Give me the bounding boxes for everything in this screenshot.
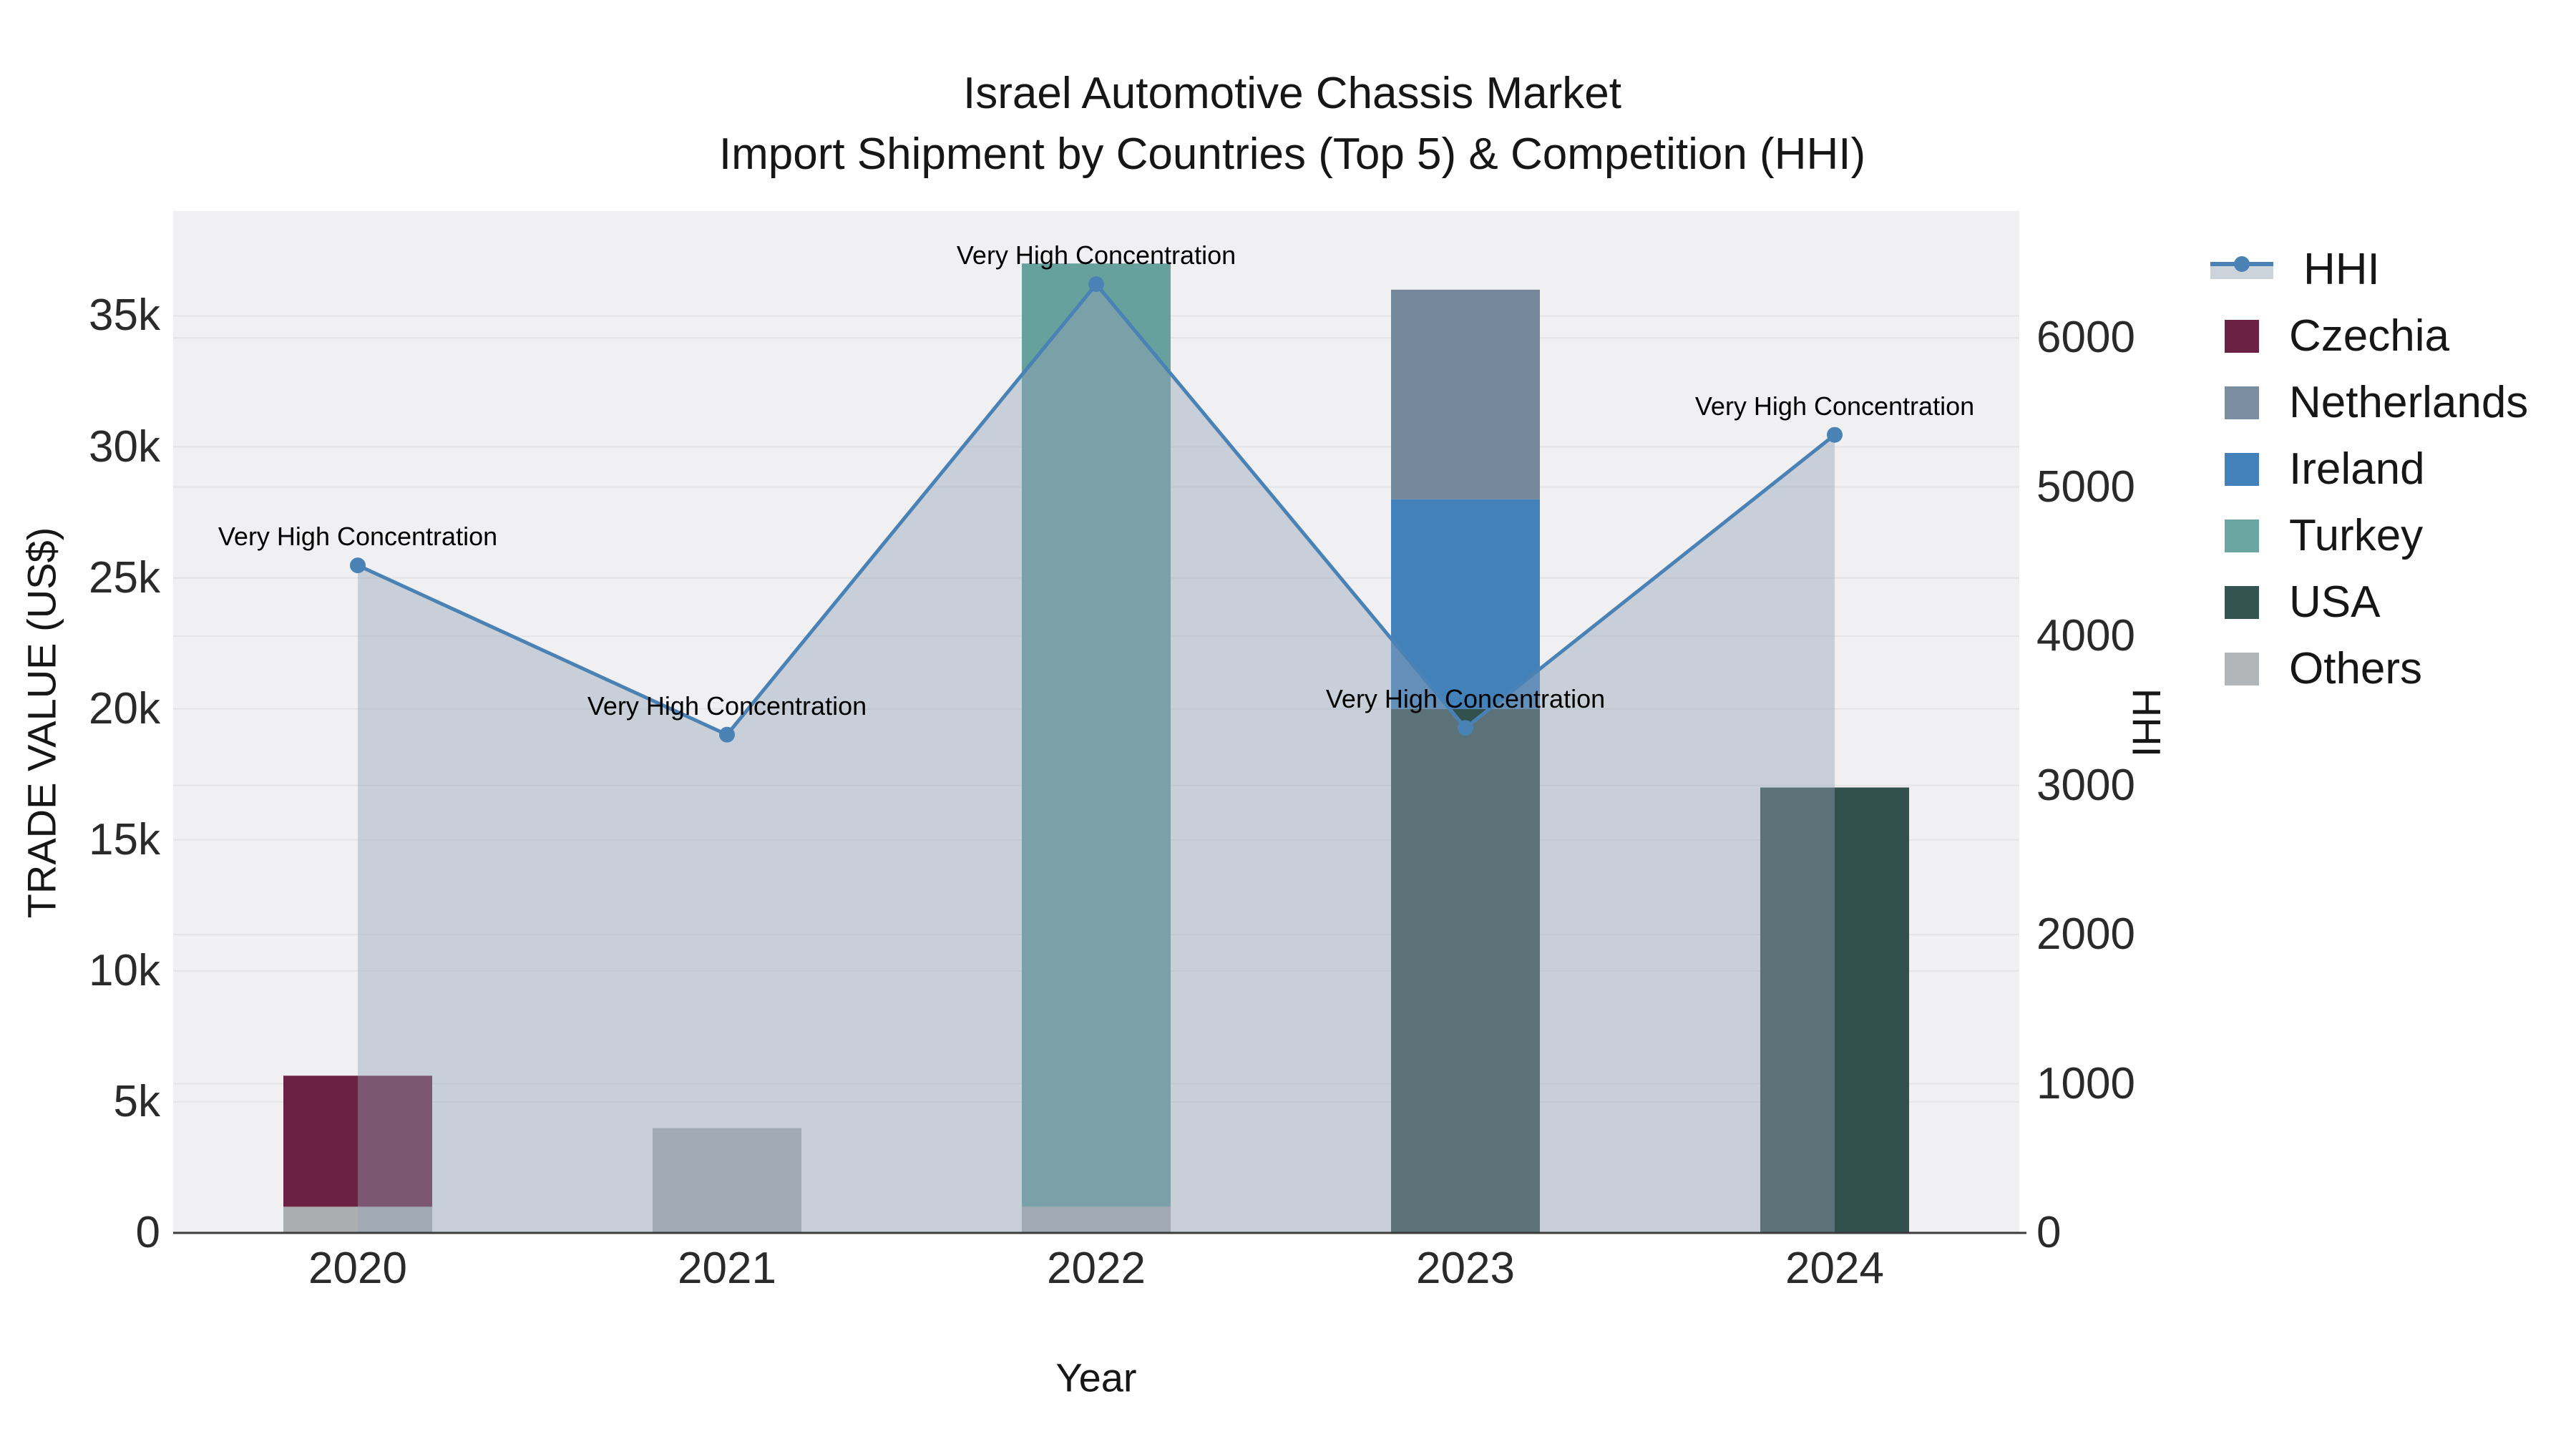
x-tick-2023: 2023 [1416,1244,1515,1293]
x-tick-2021: 2021 [678,1244,776,1293]
x-axis-title: Year [1055,1355,1137,1400]
bar-others-2020[interactable] [283,1206,432,1233]
annotation-2021: Very High Concentration [587,691,867,721]
hhi-marker-sample [2234,255,2250,272]
y-left-tick-10k: 10k [89,945,160,995]
bar-usa-2023[interactable] [1391,708,1540,1233]
bar-czechia-2020[interactable] [283,1075,432,1207]
bar-others-2022[interactable] [1022,1206,1171,1233]
bar-usa-2024[interactable] [1760,787,1909,1233]
y-right-axis-title: HHI [2124,688,2170,758]
annotation-2020: Very High Concentration [218,522,498,552]
legend-label-netherlands: Netherlands [2289,378,2529,427]
chart-title-line-2: Import Shipment by Countries (Top 5) & C… [718,130,1866,179]
bar-others-2021[interactable] [653,1128,801,1233]
legend-swatch-netherlands-icon [2225,386,2259,419]
legend-label-czechia: Czechia [2289,311,2449,361]
y-right-tick-4000: 4000 [2036,611,2135,661]
hhi-area-fill [358,284,1835,1233]
chart-title-line-1: Israel Automotive Chassis Market [962,69,1621,118]
legend-item-others[interactable]: Others [2207,635,2422,702]
y-right-tick-6000: 6000 [2036,313,2135,363]
bar-netherlands-2023[interactable] [1391,289,1540,499]
x-tick-2020: 2020 [308,1244,407,1293]
y-right-tick-1000: 1000 [2036,1058,2135,1108]
x-tick-2024: 2024 [1785,1244,1884,1293]
legend-swatch-others-icon [2225,652,2259,686]
legend-item-netherlands[interactable]: Netherlands [2207,369,2528,436]
legend-item-ireland[interactable]: Ireland [2207,436,2425,502]
annotation-2024: Very High Concentration [1694,391,1975,421]
legend-swatch-usa-icon [2225,585,2259,619]
hhi-line-sample-icon [2210,253,2273,286]
legend-swatch-turkey-icon [2225,519,2259,552]
y-left-tick-25k: 25k [89,552,160,602]
y-left-tick-30k: 30k [89,421,160,472]
x-tick-2022: 2022 [1047,1244,1146,1293]
bar-ireland-2023[interactable] [1391,499,1540,709]
legend-item-usa[interactable]: USA [2207,569,2380,635]
legend-label-ireland: Ireland [2289,444,2425,494]
annotation-2023: Very High Concentration [1325,684,1606,714]
hhi-marker-2021[interactable] [719,726,735,743]
hhi-marker-2024[interactable] [1827,426,1843,443]
hhi-marker-2022[interactable] [1088,276,1104,293]
y-right-tick-5000: 5000 [2036,462,2135,512]
hhi-marker-2023[interactable] [1458,720,1473,736]
bar-turkey-2022[interactable] [1022,263,1171,1207]
legend-label-turkey: Turkey [2289,511,2424,560]
y-right-tick-0: 0 [2036,1208,2062,1257]
y-right-tick-3000: 3000 [2036,760,2135,810]
legend-label-others: Others [2289,644,2423,693]
y-left-tick-20k: 20k [89,683,160,733]
legend-swatch-czechia-icon [2225,319,2259,353]
y-left-tick-15k: 15k [89,814,160,864]
hhi-marker-2020[interactable] [350,557,366,574]
y-left-tick-35k: 35k [89,291,160,341]
legend-item-hhi[interactable]: HHI [2207,236,2380,303]
legend-label-usa: USA [2289,577,2381,627]
legend-swatch-ireland-icon [2225,452,2259,486]
y-left-tick-5k: 5k [113,1076,160,1126]
legend-item-czechia[interactable]: Czechia [2207,303,2449,369]
annotation-2022: Very High Concentration [956,240,1236,270]
y-right-tick-2000: 2000 [2036,909,2135,960]
legend-label-hhi: HHI [2303,245,2380,294]
y-left-tick-0: 0 [135,1208,160,1257]
legend-item-turkey[interactable]: Turkey [2207,502,2423,569]
